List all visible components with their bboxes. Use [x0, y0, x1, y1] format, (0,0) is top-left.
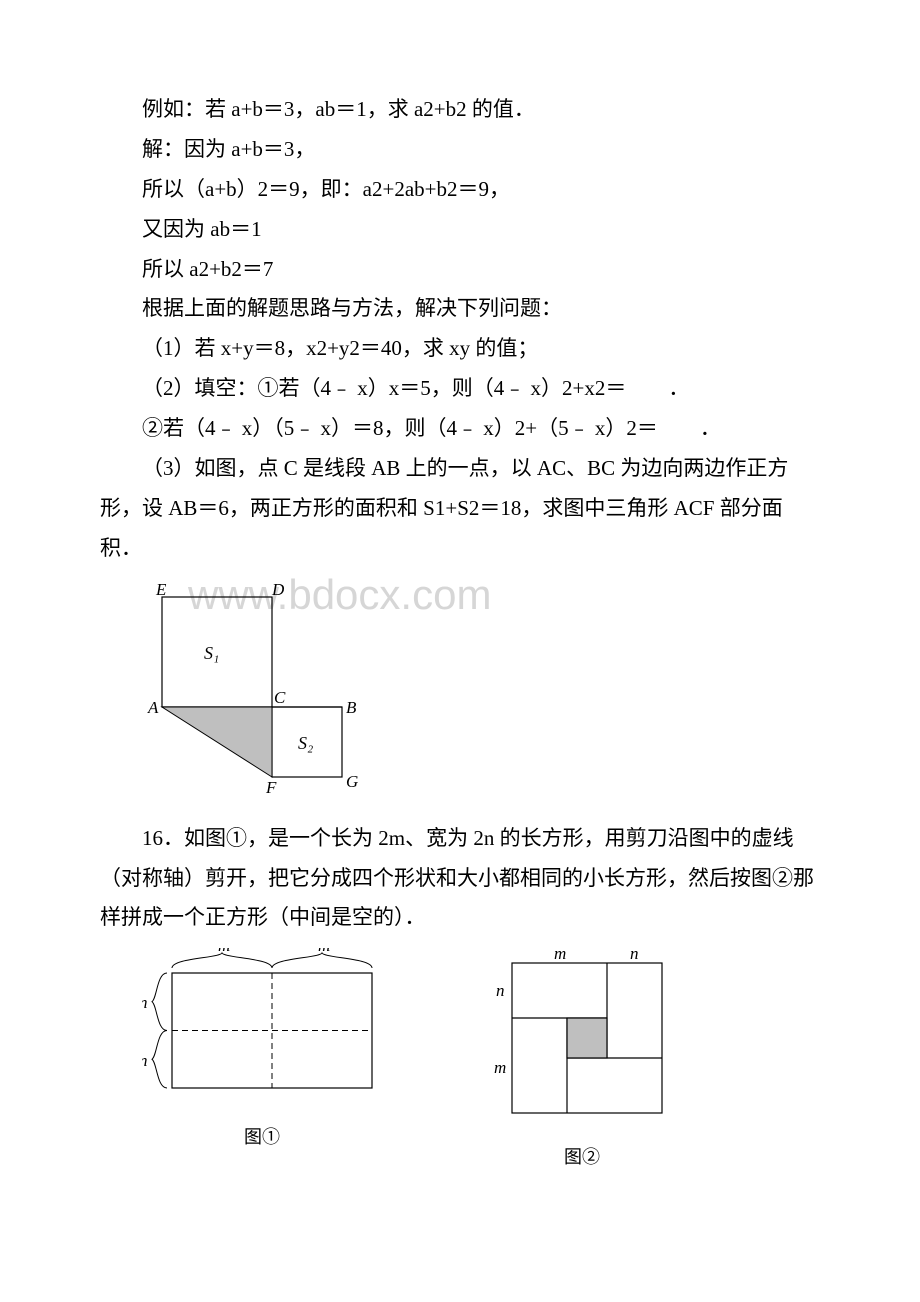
example-step1: 解：因为 a+b＝3， [100, 130, 820, 170]
figure-1-col: m m n n 图① [142, 948, 382, 1154]
figure-2-col: m n n m 图② [482, 948, 682, 1174]
question-2-2: ②若（4﹣ x）（5﹣ x）＝8，则（4﹣ x）2+（5﹣ x）2＝ ． [100, 409, 820, 449]
question-2-1: （2）填空：①若（4﹣ x）x＝5，则（4﹣ x）2+x2＝ ． [100, 369, 820, 409]
question-1: （1）若 x+y＝8，x2+y2＝40，求 xy 的值； [100, 329, 820, 369]
label-n2: n [142, 1051, 148, 1070]
label-D: D [271, 580, 285, 599]
example-step3: 又因为 ab＝1 [100, 210, 820, 250]
figure-row: m m n n 图① [142, 948, 820, 1174]
example-step2: 所以（a+b）2＝9，即：a2+2ab+b2＝9， [100, 170, 820, 210]
label-S2: S₂ [298, 733, 313, 753]
label-m2: m [318, 948, 330, 955]
figure-1-caption: 图① [244, 1120, 280, 1154]
label-n1: n [142, 993, 148, 1012]
question-3: （3）如图，点 C 是线段 AB 上的一点，以 AC、BC 为边向两边作正方形，… [100, 449, 820, 569]
label-m1: m [218, 948, 230, 955]
label2-m-left: m [494, 1058, 506, 1077]
instruction: 根据上面的解题思路与方法，解决下列问题： [100, 289, 820, 329]
label-E: E [155, 580, 167, 599]
label-S1: S₁ [204, 643, 219, 663]
label-A: A [147, 698, 159, 717]
label-G: G [346, 772, 358, 791]
figure-2-caption: 图② [564, 1140, 600, 1174]
example-intro: 例如：若 a+b＝3，ab＝1，求 a2+b2 的值． [100, 90, 820, 130]
label2-m-top: m [554, 948, 566, 963]
example-result: 所以 a2+b2＝7 [100, 250, 820, 290]
label2-n-top: n [630, 948, 639, 963]
label2-n-left: n [496, 981, 505, 1000]
label-F: F [265, 778, 277, 797]
figure-squares: E D A C B F G S₁ S₂ [142, 577, 820, 807]
label-B: B [346, 698, 357, 717]
question-16: 16．如图①，是一个长为 2m、宽为 2n 的长方形，用剪刀沿图中的虚线（对称轴… [100, 819, 820, 939]
label-C: C [274, 688, 286, 707]
